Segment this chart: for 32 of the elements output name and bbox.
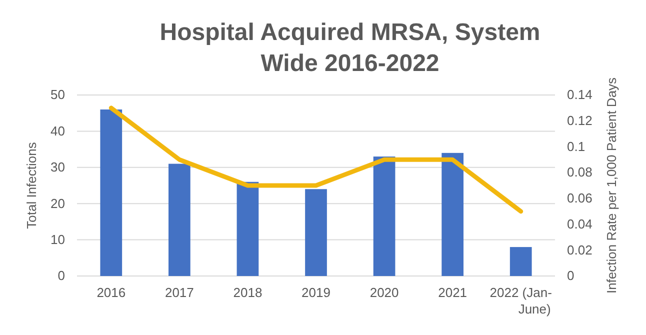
x-tick-label: 2020 [370,285,399,300]
bar [373,156,396,276]
x-tick-label: 2019 [302,285,330,300]
y2-tick-label: 0.12 [567,113,592,128]
bar [305,189,327,276]
bar [168,164,190,276]
bar [236,182,259,276]
y-tick-label: 10 [50,232,65,247]
bar [100,109,122,276]
y2-axis-title: Infection Rate per 1,000 Patient Days [604,76,619,294]
y2-tick-label: 0.14 [567,87,592,102]
x-tick-label: 2018 [233,285,262,300]
y2-tick-label: 0.08 [567,164,592,180]
y2-tick-label: 0.04 [567,216,592,232]
y2-tick-label: 0.02 [567,242,592,258]
y2-tick-label: 0 [567,268,574,284]
line-series [108,106,524,214]
y2-tick-label: 0.06 [567,190,592,206]
chart-title: Hospital Acquired MRSA, System Wide 2016-2022 [160,19,540,77]
x-tick-label: 2017 [164,285,194,300]
y2-tick-label: 0.1 [567,138,586,154]
x-tick-label: 2021 [438,285,468,300]
y-tick-label: 20 [50,196,65,211]
y-tick-label: 50 [50,87,65,102]
x-tick-label: 2016 [96,285,126,300]
bar [442,152,464,276]
x-tick-label: 2022 (Jan-June) [490,285,552,316]
y-tick-label: 40 [50,123,65,138]
bar [510,247,532,276]
y-tick-label: 30 [50,160,65,175]
y-axis-title: Total Infections [24,142,39,229]
y-tick-label: 0 [58,268,65,284]
